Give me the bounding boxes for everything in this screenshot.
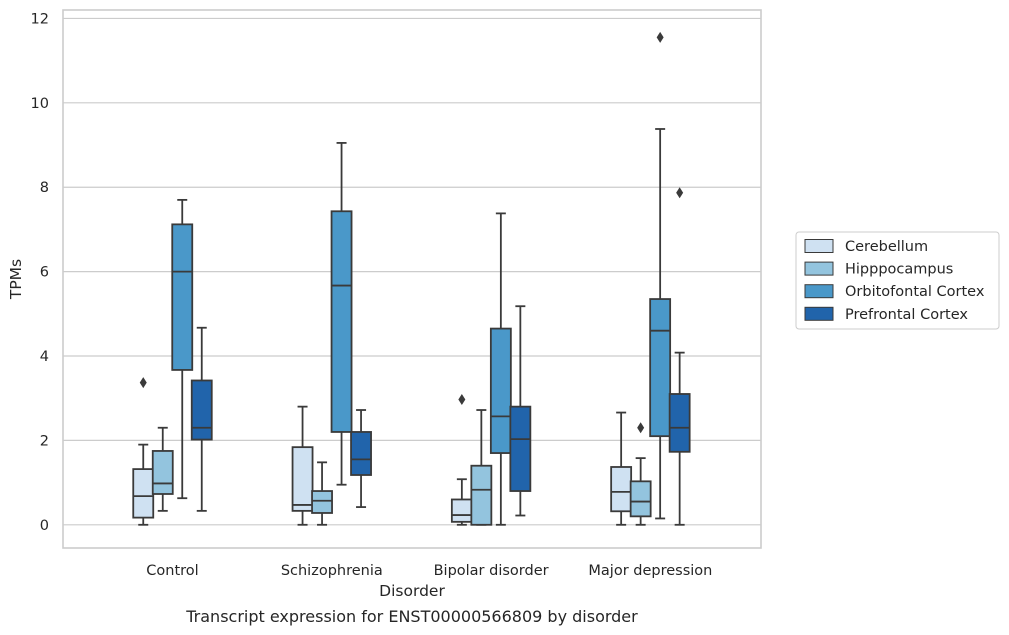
box-iqr xyxy=(330,210,353,433)
box-iqr xyxy=(151,450,174,495)
box-plot-item xyxy=(190,326,213,512)
y-tick-label: 8 xyxy=(40,180,49,196)
box-plot-item xyxy=(629,422,652,526)
box-plot-item xyxy=(489,212,512,526)
box-plot-item xyxy=(350,409,372,508)
box-plot-item xyxy=(330,142,353,486)
y-axis-label: TPMs xyxy=(7,259,25,300)
y-tick-label: 12 xyxy=(31,11,49,27)
box-plot-item xyxy=(291,405,314,526)
x-tick-label: Bipolar disorder xyxy=(434,563,549,579)
legend-label: Prefrontal Cortex xyxy=(845,307,968,323)
legend-entries: Cerebellum Hipppocampus Orbitofontal Corte… xyxy=(804,239,985,323)
legend-label: Orbitofontal Cortex xyxy=(845,284,985,300)
box-iqr xyxy=(470,464,493,526)
box-iqr xyxy=(350,431,372,476)
box-iqr xyxy=(649,298,672,438)
legend-swatch xyxy=(804,284,834,299)
y-tick-label: 0 xyxy=(40,518,49,534)
box-iqr xyxy=(668,393,691,453)
legend-label: Hipppocampus xyxy=(845,262,953,278)
box-iqr xyxy=(610,466,633,513)
outlier-point xyxy=(656,31,664,43)
box-iqr xyxy=(509,405,532,492)
outlier-point xyxy=(676,187,684,199)
outlier-point xyxy=(139,377,147,389)
y-tick-label: 2 xyxy=(40,433,49,449)
chart-caption: Transcript expression for ENST0000056680… xyxy=(185,607,638,626)
box-iqr xyxy=(311,490,333,514)
box-iqr xyxy=(132,468,155,519)
x-tick-labels: Control Schizophrenia Bipolar disorder Majo… xyxy=(146,563,712,579)
x-axis-label: Disorder xyxy=(379,582,445,600)
outlier-point xyxy=(637,422,645,434)
outlier-point xyxy=(458,393,466,405)
plot-frame xyxy=(62,9,762,549)
x-tick-label: Major depression xyxy=(588,563,712,579)
box-iqr xyxy=(190,379,213,441)
legend-frame xyxy=(795,231,1000,330)
box-iqr xyxy=(489,327,512,454)
legend-swatch xyxy=(804,261,834,276)
box-iqr xyxy=(450,498,473,523)
x-tick-label: Control xyxy=(146,563,198,579)
y-tick-label: 10 xyxy=(31,96,49,112)
box-plot-item xyxy=(151,426,174,512)
box-plot-item xyxy=(450,393,473,526)
legend-swatch xyxy=(804,239,834,253)
x-tick-label: Schizophrenia xyxy=(281,563,383,579)
box-plot-item xyxy=(649,31,672,520)
box-plot-item xyxy=(171,198,194,500)
box-plot-item xyxy=(509,305,532,517)
y-tick-label: 6 xyxy=(40,265,49,281)
box-plot-item xyxy=(610,411,633,526)
legend: Cerebellum Hipppocampus Orbitofontal Corte… xyxy=(795,231,1000,330)
legend-label: Cerebellum xyxy=(845,239,928,255)
box-iqr xyxy=(629,480,652,518)
y-tick-labels: 0 2 4 6 8 10 12 xyxy=(31,11,49,533)
box-plot-item xyxy=(668,187,691,526)
box-iqr xyxy=(291,446,314,512)
box-plot-item xyxy=(132,377,155,526)
box-groups xyxy=(132,31,691,526)
box-plot-item xyxy=(311,461,333,526)
legend-swatch xyxy=(804,306,834,321)
y-tick-label: 4 xyxy=(40,349,49,365)
box-plot-item xyxy=(470,409,493,526)
box-iqr xyxy=(171,223,194,371)
